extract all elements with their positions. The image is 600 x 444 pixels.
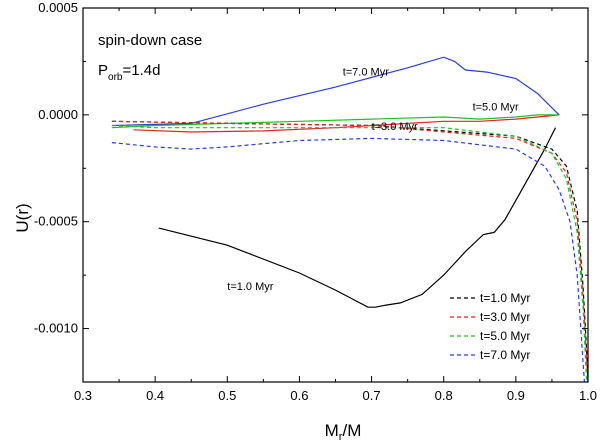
legend: t=1.0 Myr t=3.0 Myr t=5.0 Myr t=7.0 Myr — [450, 291, 530, 362]
y-tick-label: 0.0005 — [38, 0, 78, 15]
x-tick-label: 0.5 — [218, 388, 236, 403]
legend-label-t-3-0-myr: t=3.0 Myr — [480, 310, 530, 324]
dashed-series-t-5-0-myr — [111, 124, 588, 383]
x-axis-title-sub: r — [339, 431, 343, 443]
legend-label-t-7-0-myr: t=7.0 Myr — [480, 348, 530, 362]
x-tick-label: 0.6 — [290, 388, 308, 403]
y-tick-label: -0.0005 — [34, 214, 78, 229]
x-axis-title: Mr/M — [325, 421, 362, 443]
curve-annotation-t-3-0-myr: t=3.0 Myr — [372, 121, 418, 133]
x-tick-label: 0.3 — [74, 388, 92, 403]
solid-series-t-5-0-myr — [111, 114, 560, 129]
curve-annotation-t-1-0-myr: t=1.0 Myr — [227, 281, 273, 293]
solid-series-t-7-0-myr — [111, 56, 560, 127]
legend-label-t-1-0-myr: t=1.0 Myr — [480, 291, 530, 305]
x-axis-title-m: M — [325, 421, 339, 440]
curve-annotation-t-5-0-myr: t=5.0 Myr — [473, 102, 519, 114]
y-axis-title: U(r) — [13, 203, 32, 232]
curve-annotation-t-7-0-myr: t=7.0 Myr — [343, 66, 389, 78]
porb-label: Porb=1.4d — [98, 62, 160, 83]
x-tick-label: 1.0 — [579, 388, 597, 403]
case-label: spin-down case — [98, 32, 202, 49]
x-axis-title-rest: /M — [342, 421, 361, 440]
x-tick-label: 0.8 — [435, 388, 453, 403]
solid-series-t-3-0-myr — [133, 114, 560, 133]
y-tick-label: -0.0010 — [34, 321, 78, 336]
legend-label-t-5-0-myr: t=5.0 Myr — [480, 329, 530, 343]
x-tick-label: 0.7 — [363, 388, 381, 403]
x-tick-label: 0.9 — [507, 388, 525, 403]
y-tick-label: 0.0000 — [38, 107, 78, 122]
x-tick-label: 0.4 — [146, 388, 164, 403]
solid-series-t-1-0-myr — [158, 127, 557, 308]
dashed-series-t-1-0-myr — [111, 120, 589, 383]
porb-subscript: orb — [108, 72, 123, 83]
dashed-series-t-7-0-myr — [111, 137, 585, 383]
porb-value: =1.4d — [122, 62, 160, 79]
porb-symbol: P — [98, 62, 108, 79]
